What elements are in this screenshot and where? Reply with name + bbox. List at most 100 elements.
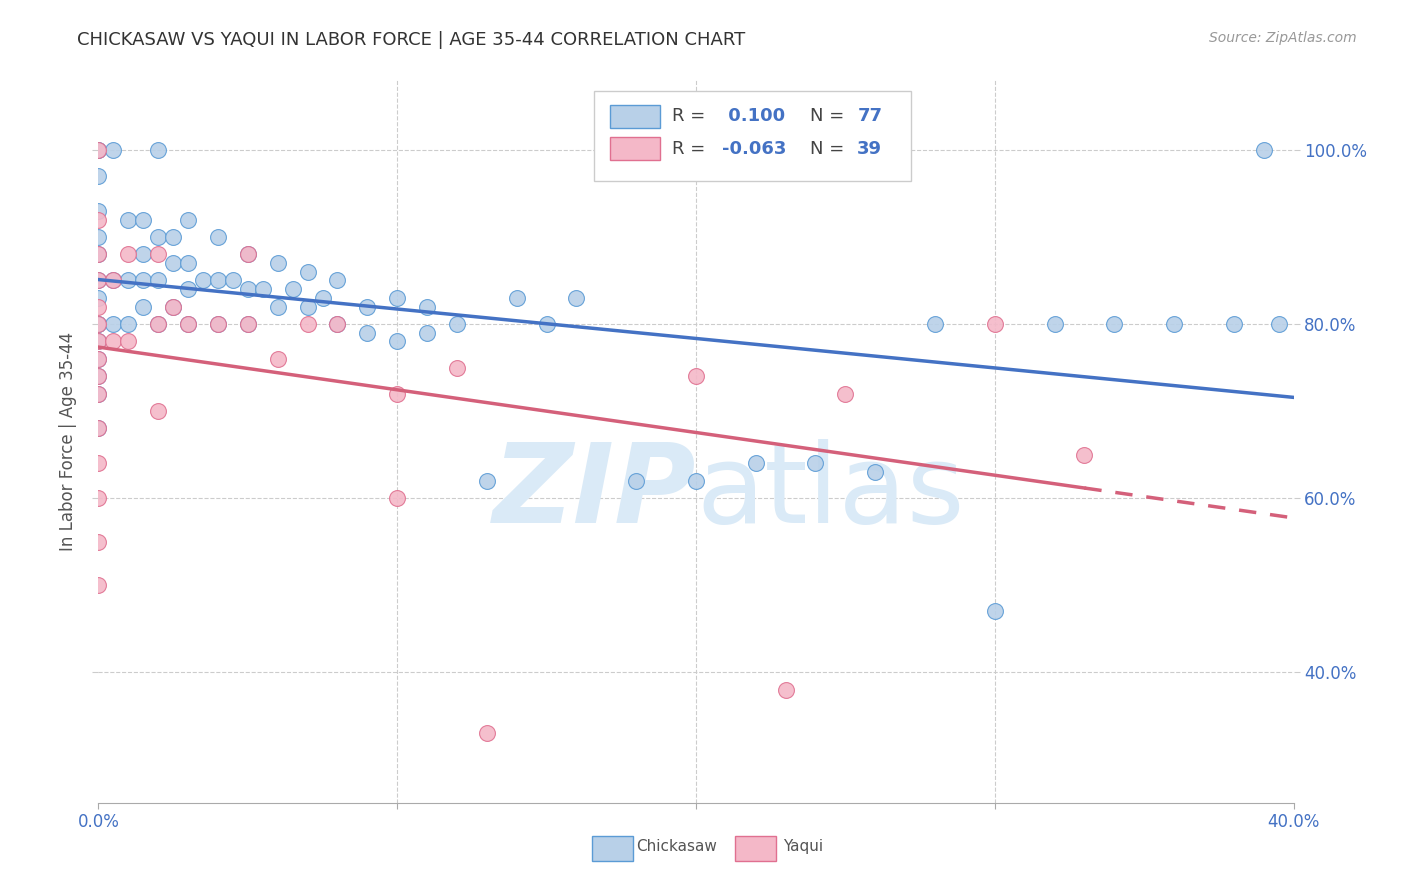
Point [177, 282, 200, 296]
Text: 0.100: 0.100 [723, 107, 786, 126]
Point [1104, 317, 1126, 331]
Point [356, 326, 378, 340]
Point [745, 456, 768, 470]
Point [191, 273, 214, 287]
Point [87, 369, 110, 384]
Point [87, 421, 110, 435]
Point [87, 369, 110, 384]
Point [117, 212, 139, 227]
Point [87, 386, 110, 401]
Point [446, 317, 468, 331]
Point [148, 230, 170, 244]
Point [87, 169, 110, 183]
Point [506, 291, 529, 305]
Y-axis label: In Labor Force | Age 35-44: In Labor Force | Age 35-44 [59, 332, 77, 551]
Point [311, 291, 333, 305]
FancyBboxPatch shape [610, 137, 661, 161]
FancyBboxPatch shape [595, 91, 911, 181]
Point [207, 317, 229, 331]
Point [87, 334, 110, 349]
Point [162, 230, 184, 244]
Point [1253, 143, 1275, 157]
Text: R =: R = [672, 140, 711, 158]
Point [87, 143, 110, 157]
FancyBboxPatch shape [735, 836, 776, 861]
Point [103, 143, 125, 157]
Text: ZIP: ZIP [492, 439, 696, 546]
Point [267, 256, 290, 270]
Point [924, 317, 946, 331]
Point [326, 317, 349, 331]
Point [87, 247, 110, 261]
Point [267, 351, 290, 366]
Point [87, 456, 110, 470]
Point [177, 317, 200, 331]
Text: Chickasaw: Chickasaw [637, 838, 717, 854]
Point [87, 351, 110, 366]
Point [87, 421, 110, 435]
Point [565, 291, 588, 305]
Point [103, 273, 125, 287]
Point [87, 143, 110, 157]
Point [385, 291, 409, 305]
Point [132, 212, 155, 227]
Point [385, 334, 409, 349]
Point [446, 360, 468, 375]
FancyBboxPatch shape [610, 105, 661, 128]
Point [804, 456, 827, 470]
Text: 39: 39 [858, 140, 883, 158]
Point [177, 256, 200, 270]
Point [252, 282, 274, 296]
Point [326, 273, 349, 287]
Text: -0.063: -0.063 [723, 140, 786, 158]
Point [626, 474, 648, 488]
Point [297, 317, 319, 331]
Point [222, 273, 245, 287]
Point [132, 273, 155, 287]
Point [87, 491, 110, 505]
Point [87, 273, 110, 287]
Point [236, 317, 259, 331]
Point [148, 317, 170, 331]
Point [162, 300, 184, 314]
Point [775, 682, 797, 697]
Point [207, 317, 229, 331]
Point [117, 317, 139, 331]
Point [834, 386, 856, 401]
Point [117, 273, 139, 287]
Point [177, 317, 200, 331]
Point [103, 334, 125, 349]
Point [1163, 317, 1185, 331]
Point [87, 386, 110, 401]
Point [103, 273, 125, 287]
Point [207, 230, 229, 244]
Point [117, 334, 139, 349]
Point [236, 247, 259, 261]
Point [356, 300, 378, 314]
Point [536, 317, 558, 331]
Point [297, 265, 319, 279]
Point [117, 247, 139, 261]
Text: 77: 77 [858, 107, 883, 126]
Point [148, 317, 170, 331]
Point [87, 247, 110, 261]
Text: Yaqui: Yaqui [783, 838, 824, 854]
Point [326, 317, 349, 331]
Point [87, 291, 110, 305]
Point [385, 491, 409, 505]
Text: CHICKASAW VS YAQUI IN LABOR FORCE | AGE 35-44 CORRELATION CHART: CHICKASAW VS YAQUI IN LABOR FORCE | AGE … [77, 31, 745, 49]
Point [685, 369, 707, 384]
Point [132, 300, 155, 314]
FancyBboxPatch shape [592, 836, 633, 861]
Point [87, 317, 110, 331]
Point [207, 273, 229, 287]
Point [148, 247, 170, 261]
Point [87, 300, 110, 314]
Point [87, 317, 110, 331]
Point [267, 300, 290, 314]
Point [1043, 317, 1066, 331]
Point [87, 534, 110, 549]
Point [1223, 317, 1246, 331]
Text: R =: R = [672, 107, 711, 126]
Point [236, 247, 259, 261]
